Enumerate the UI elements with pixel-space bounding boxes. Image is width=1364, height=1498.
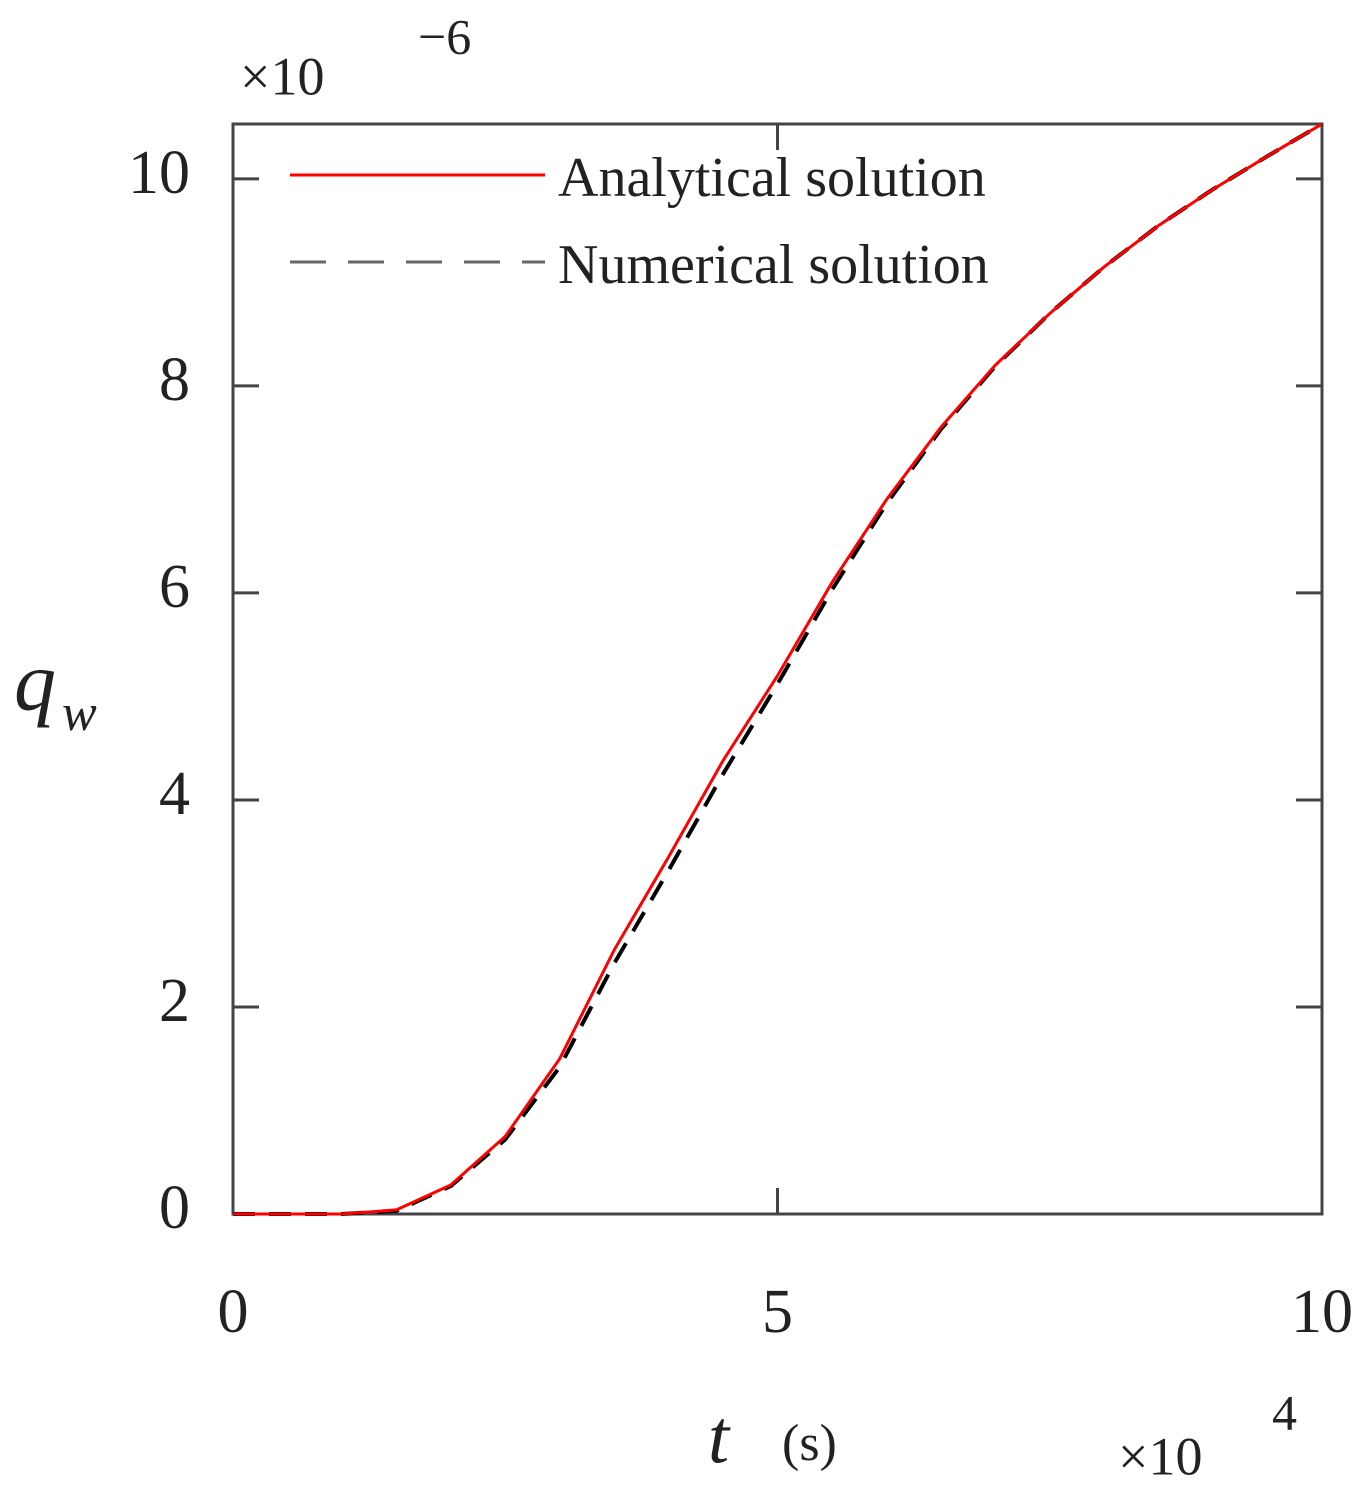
x-tick-label: 5 bbox=[762, 1278, 793, 1346]
y-label-subscript: w bbox=[62, 685, 97, 742]
y-multiplier: ×10 bbox=[240, 46, 324, 106]
y-tick-label: 2 bbox=[159, 967, 190, 1035]
y-tick-label: 8 bbox=[159, 346, 190, 414]
y-tick-label: 10 bbox=[128, 139, 190, 207]
x-multiplier-exponent: 4 bbox=[1272, 1384, 1297, 1440]
series-line bbox=[233, 122, 1323, 1216]
x-tick-label: 10 bbox=[1291, 1278, 1353, 1346]
x-label: t bbox=[708, 1395, 731, 1479]
legend-label: Analytical solution bbox=[558, 147, 986, 209]
y-multiplier-exponent: −6 bbox=[418, 8, 471, 64]
x-multiplier: ×10 bbox=[1118, 1426, 1202, 1486]
x-tick-label: 0 bbox=[218, 1278, 249, 1346]
x-label-unit: (s) bbox=[782, 1415, 837, 1472]
legend-label: Numerical solution bbox=[558, 234, 989, 296]
y-tick-label: 6 bbox=[159, 553, 190, 621]
y-label: q bbox=[14, 635, 56, 728]
y-tick-label: 4 bbox=[159, 760, 190, 828]
y-tick-label: 0 bbox=[159, 1174, 190, 1242]
plot-frame bbox=[231, 122, 1324, 1216]
